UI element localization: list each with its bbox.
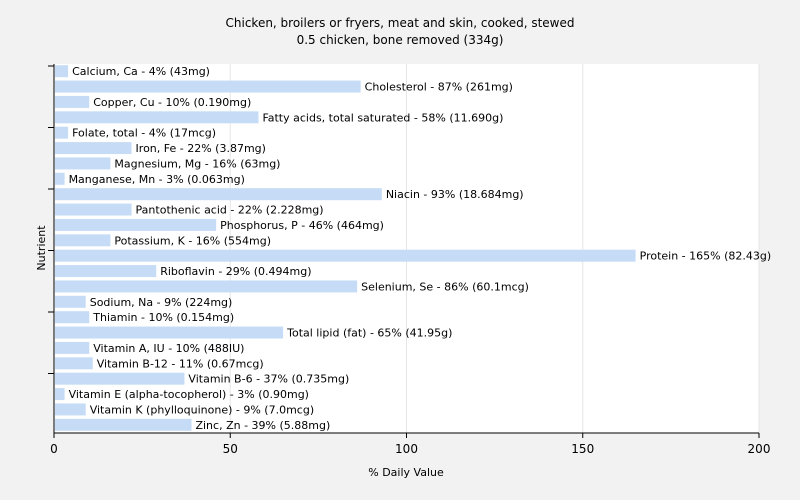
axes <box>48 64 760 438</box>
bar-label: Vitamin B-6 - 37% (0.735mg) <box>188 373 349 386</box>
bar-label: Fatty acids, total saturated - 58% (11.6… <box>262 111 503 124</box>
gridlines <box>229 64 760 433</box>
bar-label: Iron, Fe - 22% (3.87mg) <box>136 142 266 155</box>
chart-title-line-1: Chicken, broilers or fryers, meat and sk… <box>226 16 575 30</box>
x-tick-label: 200 <box>748 442 771 456</box>
bar-label: Folate, total - 4% (17mcg) <box>72 127 216 140</box>
bar-label: Riboflavin - 29% (0.494mg) <box>160 265 311 278</box>
bar-label: Phosphorus, P - 46% (464mg) <box>220 219 384 232</box>
bar <box>55 80 361 93</box>
bar <box>55 280 358 293</box>
bar <box>55 157 111 170</box>
bar <box>55 172 65 185</box>
x-axis-title: % Daily Value <box>368 466 444 479</box>
bar-label: Magnesium, Mg - 16% (63mg) <box>114 157 280 170</box>
bar-label: Thiamin - 10% (0.154mg) <box>92 311 234 324</box>
bar <box>55 357 93 370</box>
bar <box>55 372 185 385</box>
bar <box>55 142 132 155</box>
bar <box>55 295 86 308</box>
bar <box>55 188 382 201</box>
x-tick-label: 0 <box>50 442 58 456</box>
x-tick-label: 50 <box>223 442 238 456</box>
bar-label: Cholesterol - 87% (261mg) <box>365 81 513 94</box>
bar <box>55 341 90 354</box>
bar-label: Vitamin B-12 - 11% (0.67mcg) <box>97 357 264 370</box>
bar-label: Manganese, Mn - 3% (0.063mg) <box>69 173 245 186</box>
bar <box>55 234 111 247</box>
bar <box>55 65 69 78</box>
bar-label: Total lipid (fat) - 65% (41.95g) <box>286 327 452 340</box>
bar <box>55 126 69 139</box>
bars <box>55 65 636 431</box>
bar-label: Niacin - 93% (18.684mg) <box>386 188 524 201</box>
bar <box>55 203 132 216</box>
bar-label: Vitamin A, IU - 10% (488IU) <box>93 342 244 355</box>
bar <box>55 249 636 262</box>
chart-title-line-2: 0.5 chicken, bone removed (334g) <box>297 33 504 47</box>
bar <box>55 311 90 324</box>
bar-label: Selenium, Se - 86% (60.1mcg) <box>361 280 529 293</box>
bar <box>55 388 65 401</box>
bar-labels: Calcium, Ca - 4% (43mg) Cholesterol - 87%… <box>69 65 772 432</box>
bar-label: Vitamin E (alpha-tocopherol) - 3% (0.90m… <box>69 388 309 401</box>
bar <box>55 403 86 416</box>
bar-label: Pantothenic acid - 22% (2.228mg) <box>136 204 324 217</box>
bar-label: Sodium, Na - 9% (224mg) <box>90 296 233 309</box>
bar <box>55 111 259 124</box>
x-tick-labels: 0 50 100 150 200 <box>50 442 770 456</box>
bar <box>55 95 90 108</box>
bar-label: Copper, Cu - 10% (0.190mg) <box>93 96 251 109</box>
bar <box>55 218 217 231</box>
bar <box>55 418 192 431</box>
x-tick-label: 100 <box>395 442 418 456</box>
bar <box>55 326 284 339</box>
bar-label: Vitamin K (phylloquinone) - 9% (7.0mcg) <box>90 403 314 416</box>
x-tick-label: 150 <box>571 442 594 456</box>
bar-label: Protein - 165% (82.43g) <box>640 250 772 263</box>
y-axis-title: Nutrient <box>35 225 48 271</box>
bar-label: Calcium, Ca - 4% (43mg) <box>72 65 210 78</box>
bar <box>55 265 157 278</box>
bar-label: Potassium, K - 16% (554mg) <box>114 234 271 247</box>
bar-label: Zinc, Zn - 39% (5.88mg) <box>195 419 330 432</box>
